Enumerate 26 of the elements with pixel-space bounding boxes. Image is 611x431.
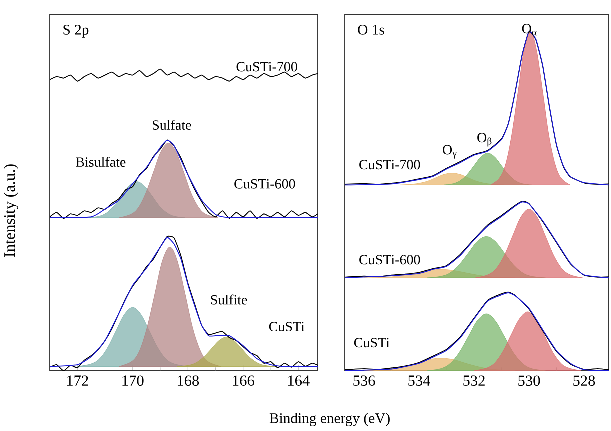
annotation: Sulfite (211, 294, 248, 305)
x-tick-label: 530 (518, 376, 540, 386)
y-axis-title: Intensity (a.u.) (4, 164, 18, 258)
x-tick-label: 534 (408, 376, 430, 386)
annotation: Bisulfate (76, 157, 126, 168)
x-tick-label: 168 (178, 376, 200, 386)
annotation: O$_{α}$ (522, 24, 537, 36)
annotation: O$_{γ}$ (443, 145, 457, 159)
annotation: CuSTi-600 (360, 255, 420, 265)
annotation: CuSTi-600 (234, 179, 296, 189)
x-axis-title: Binding energy (eV) (270, 413, 390, 426)
x-tick-label: 164 (288, 376, 310, 386)
annotation: O$_{β}$ (478, 133, 492, 147)
annotation: CuSTi (354, 338, 390, 348)
x-tick-label: 536 (354, 376, 376, 386)
chart-title: O 1s (358, 25, 384, 35)
annotation: Sulfate (153, 120, 192, 130)
annotation: CuSTi-700 (236, 62, 298, 72)
annotation: CuSTi (269, 322, 305, 332)
annotation: CuSTi-700 (360, 160, 420, 170)
x-tick-label: 166 (233, 376, 254, 386)
x-tick-label: 170 (122, 376, 144, 386)
x-tick-label: 532 (464, 376, 485, 386)
chart-title: S 2p (64, 25, 89, 38)
x-tick-label: 528 (574, 376, 596, 386)
x-tick-label: 172 (67, 376, 88, 386)
